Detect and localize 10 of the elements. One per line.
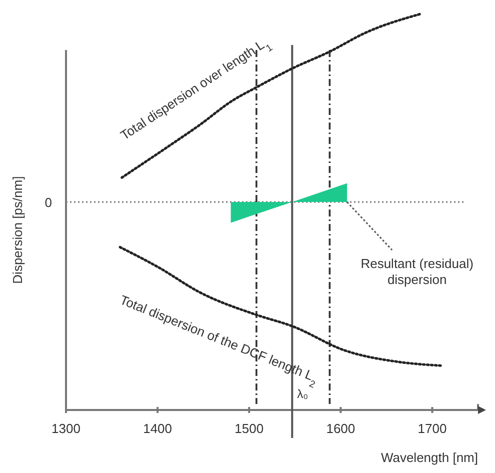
x-tick-label: 1700 bbox=[418, 421, 447, 436]
x-tick-label: 1400 bbox=[143, 421, 172, 436]
y-axis-title: Dispersion [ps/nm] bbox=[10, 176, 25, 284]
x-tick-label: 1300 bbox=[52, 421, 80, 436]
x-tick-label: 1500 bbox=[234, 421, 264, 436]
x-axis-title: Wavelength [nm] bbox=[380, 450, 478, 465]
x-tick-label: 1600 bbox=[326, 421, 356, 436]
annotation: Resultant (residual) dispersion bbox=[360, 256, 474, 288]
ref-line-label: 0 bbox=[44, 195, 52, 210]
ref-line-label: λ₀ bbox=[297, 387, 308, 401]
